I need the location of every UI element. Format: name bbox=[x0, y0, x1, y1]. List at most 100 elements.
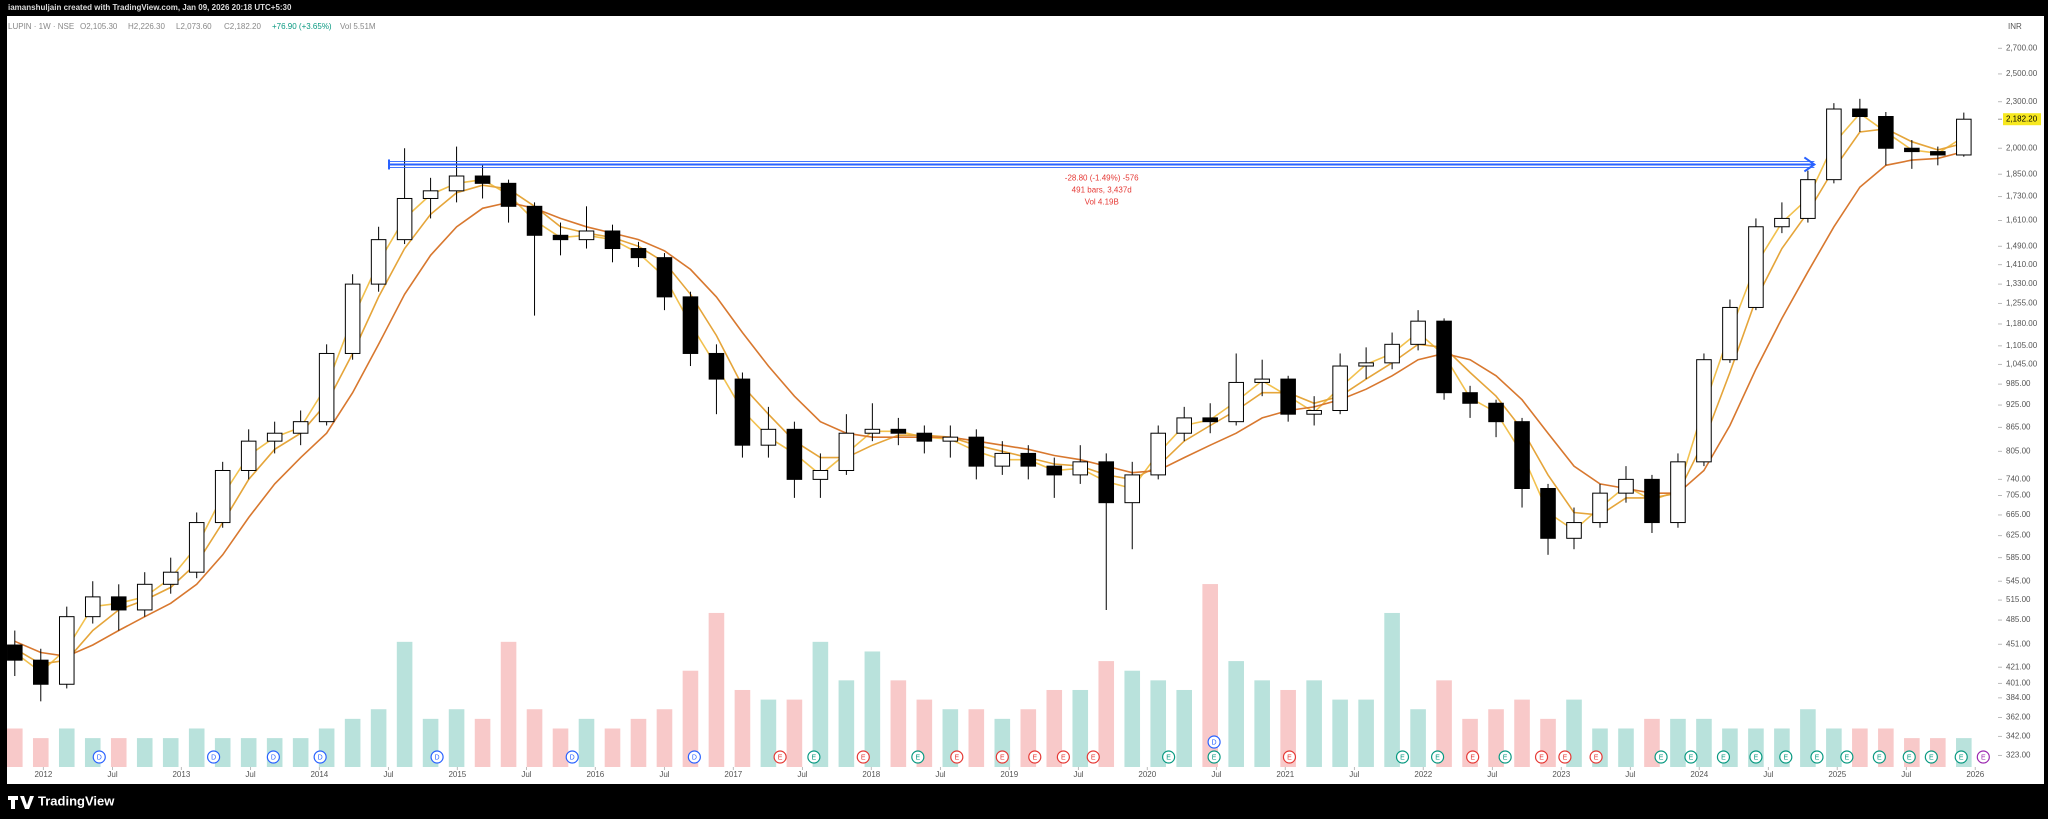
y-tick-label: 401.00 bbox=[2006, 679, 2031, 688]
event-marker bbox=[1716, 750, 1731, 764]
event-label: E bbox=[1503, 754, 1508, 761]
event-label: E bbox=[1091, 754, 1096, 761]
event-marker bbox=[1840, 750, 1854, 764]
volume-bar bbox=[1852, 728, 1868, 767]
candle-body bbox=[838, 432, 855, 471]
y-tick-label: 342.00 bbox=[2006, 732, 2031, 741]
y-tick-label: 1,255.00 bbox=[2006, 299, 2038, 308]
candle-body bbox=[1826, 108, 1842, 181]
event-marker bbox=[266, 750, 280, 764]
y-tick-label: 740.00 bbox=[2006, 474, 2031, 483]
candle-body bbox=[734, 378, 751, 446]
volume-bar bbox=[1670, 718, 1686, 767]
byline: iamanshuljain created with TradingView.c… bbox=[8, 3, 292, 12]
candle-body bbox=[682, 296, 699, 354]
candle-body bbox=[1566, 522, 1582, 539]
candle-body bbox=[1436, 320, 1452, 394]
y-tick-label: 545.00 bbox=[2006, 576, 2031, 585]
candle-body bbox=[786, 428, 803, 480]
candle-body bbox=[1696, 359, 1712, 463]
candle-body bbox=[422, 190, 439, 199]
volume-bar bbox=[500, 641, 517, 767]
candle-body bbox=[942, 436, 959, 442]
y-tick-label: 1,105.00 bbox=[2006, 341, 2038, 350]
y-tick-label: 1,045.00 bbox=[2006, 360, 2038, 369]
event-marker bbox=[807, 750, 821, 764]
event-marker bbox=[1282, 750, 1297, 764]
volume-bar bbox=[1046, 689, 1063, 767]
event-marker bbox=[950, 750, 964, 764]
event-label: E bbox=[916, 754, 921, 761]
volume-bar bbox=[1488, 709, 1504, 767]
candle-body bbox=[110, 596, 127, 611]
candle-body bbox=[1410, 320, 1426, 345]
y-tick-label: 805.00 bbox=[2006, 446, 2031, 455]
volume-bar bbox=[7, 728, 23, 767]
volume-bar bbox=[240, 738, 257, 767]
volume-bar bbox=[396, 641, 413, 767]
candle-body bbox=[812, 469, 829, 480]
candle-body bbox=[1046, 465, 1063, 476]
volume-readout: Vol 5.51M bbox=[340, 22, 376, 31]
candle-body bbox=[1332, 365, 1348, 412]
change: +76.90 (+3.65%) bbox=[272, 22, 332, 31]
candle-body bbox=[1852, 108, 1868, 118]
event-marker bbox=[1534, 750, 1549, 764]
candle-body bbox=[1800, 179, 1816, 219]
candle-body bbox=[916, 432, 933, 442]
x-tick-label: 2018 bbox=[862, 770, 880, 779]
y-tick-label: 985.00 bbox=[2006, 379, 2031, 388]
event-label: E bbox=[1061, 754, 1066, 761]
y-tick-label: 665.00 bbox=[2006, 510, 2031, 519]
candle-body bbox=[7, 644, 23, 661]
y-tick-label: 1,730.00 bbox=[2006, 192, 2038, 201]
y-tick-label: 485.00 bbox=[2006, 615, 2031, 624]
x-tick-label: 2014 bbox=[310, 770, 328, 779]
x-tick-label: Jul bbox=[1211, 770, 1221, 779]
event-label: E bbox=[1166, 754, 1171, 761]
candle-body bbox=[396, 197, 413, 241]
candle-body bbox=[370, 239, 387, 285]
volume-bar bbox=[474, 718, 491, 767]
event-label: E bbox=[1754, 754, 1759, 761]
x-tick-label: 2020 bbox=[1138, 770, 1156, 779]
event-marker bbox=[995, 750, 1009, 764]
volume-bar bbox=[1826, 728, 1842, 767]
volume-bar bbox=[1228, 661, 1244, 767]
event-marker bbox=[1902, 750, 1916, 764]
event-marker bbox=[773, 750, 787, 764]
y-tick-label: 1,610.00 bbox=[2006, 216, 2038, 225]
x-tick-label: 2021 bbox=[1276, 770, 1294, 779]
volume-bar bbox=[370, 709, 387, 767]
event-marker bbox=[1684, 750, 1698, 764]
event-label: D bbox=[318, 754, 323, 761]
event-label: D bbox=[271, 754, 276, 761]
volume-bar bbox=[1124, 670, 1141, 767]
candle-body bbox=[1618, 478, 1634, 494]
y-tick-label: 2,300.00 bbox=[2006, 97, 2038, 106]
last-price-label: 2,182.20 bbox=[2006, 114, 2038, 123]
y-tick-label: 1,490.00 bbox=[2006, 241, 2038, 250]
candle-body bbox=[1592, 492, 1608, 524]
event-label: D bbox=[435, 754, 440, 761]
volume-bar bbox=[292, 738, 309, 767]
event-label: E bbox=[812, 754, 817, 761]
y-tick-label: 865.00 bbox=[2006, 423, 2031, 432]
candle-body bbox=[474, 175, 491, 184]
x-tick-label: Jul bbox=[1901, 770, 1911, 779]
x-tick-label: 2012 bbox=[34, 770, 52, 779]
event-marker bbox=[1056, 750, 1070, 764]
candle-body bbox=[1774, 217, 1790, 228]
event-marker bbox=[1162, 750, 1176, 764]
volume-bar bbox=[604, 728, 621, 767]
volume-bar bbox=[1098, 661, 1115, 767]
candle-body bbox=[1306, 410, 1322, 415]
event-label: E bbox=[1400, 754, 1405, 761]
event-label: E bbox=[1929, 754, 1934, 761]
x-tick-label: 2017 bbox=[724, 770, 742, 779]
event-label: E bbox=[1877, 754, 1882, 761]
volume-bar bbox=[1436, 680, 1452, 767]
event-marker bbox=[1395, 750, 1410, 764]
